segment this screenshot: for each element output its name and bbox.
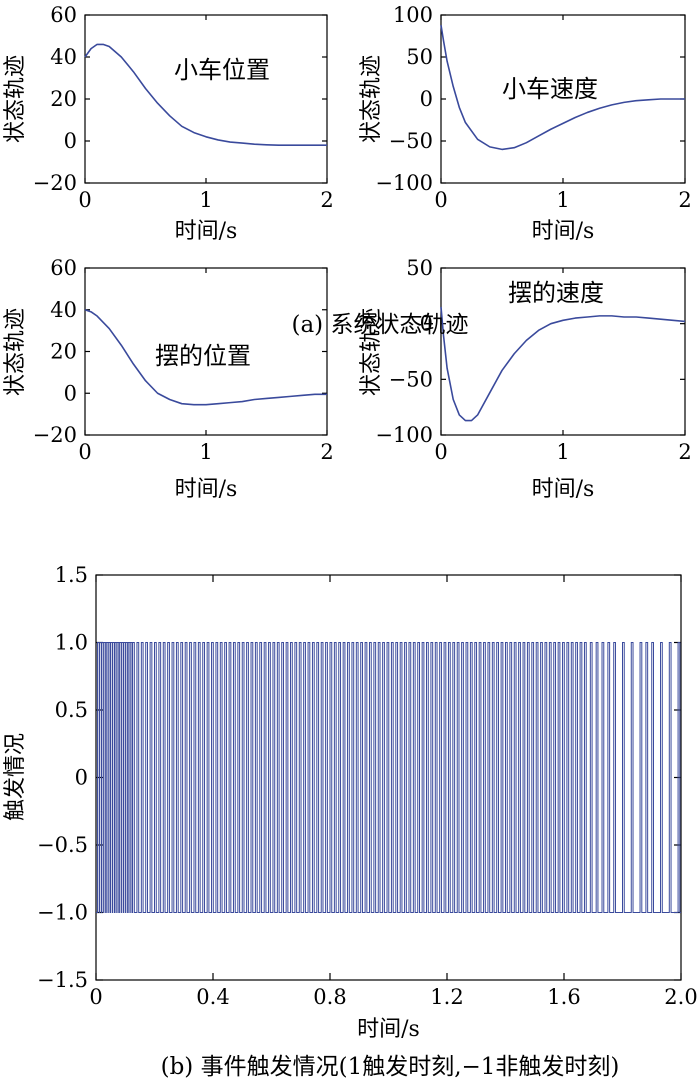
x-tick-label: 0 [434, 440, 447, 464]
x-tick-label: 2 [320, 440, 333, 464]
y-tick-label: −100 [375, 423, 433, 447]
x-tick-label: 0 [78, 440, 91, 464]
curve-annotation: 摆的位置 [155, 342, 251, 370]
x-tick-label: 0.8 [313, 985, 346, 1009]
y-axis-label: 触发情况 [3, 733, 28, 821]
caption-a: (a) 系统状态轨迹 [292, 312, 469, 338]
y-tick-label: 40 [50, 45, 77, 69]
y-tick-label: −1.0 [37, 901, 88, 925]
plot-frame [84, 14, 328, 184]
caption-b: (b) 事件触发情况(1触发时刻,−1非触发时刻) [161, 1054, 620, 1080]
x-axis-label: 时间/s [532, 219, 595, 244]
y-tick-label: 0 [75, 766, 88, 790]
y-tick-label: −0.5 [37, 833, 88, 857]
x-axis-label: 时间/s [175, 477, 238, 502]
y-tick-label: 0 [64, 381, 77, 405]
y-tick-label: −50 [389, 367, 433, 391]
y-axis-label: 状态轨迹 [359, 308, 384, 396]
x-tick-label: 2 [320, 188, 333, 212]
y-tick-label: 1.0 [55, 631, 88, 655]
y-tick-label: 60 [50, 256, 77, 280]
y-axis-label: 状态轨迹 [3, 308, 28, 396]
x-tick-label: 2.0 [664, 985, 697, 1009]
y-tick-label: 0.5 [55, 698, 88, 722]
trigger-square-wave [96, 642, 681, 913]
chart-2: 0 1 2 100 50 0 −50 −100 时间/s 状态轨迹 小车速度 [359, 3, 692, 244]
y-tick-label: 100 [393, 3, 433, 27]
curve-annotation: 小车位置 [174, 56, 270, 84]
chart-5: 0 0.4 0.8 1.2 1.6 2.0 1.5 1.0 0.5 0 −0.5 −1.0 −1.5 时间… [3, 563, 698, 1042]
y-tick-label: −100 [375, 171, 433, 195]
y-tick-label: −50 [389, 129, 433, 153]
x-tick-label: 2 [678, 188, 691, 212]
y-tick-label: 0 [420, 312, 433, 336]
series-line [84, 308, 327, 406]
x-tick-label: 1 [199, 188, 212, 212]
y-tick-label: 50 [406, 45, 433, 69]
y-axis-label: 状态轨迹 [359, 55, 384, 143]
x-axis-label: 时间/s [357, 1017, 420, 1042]
x-tick-label: 0 [78, 188, 91, 212]
x-tick-label: 2 [678, 440, 691, 464]
y-tick-label: −20 [33, 171, 77, 195]
y-tick-label: 60 [50, 3, 77, 27]
y-tick-label: 0 [420, 87, 433, 111]
x-tick-label: 1.6 [547, 985, 580, 1009]
x-tick-label: 0.4 [196, 985, 229, 1009]
y-tick-label: 40 [50, 298, 77, 322]
x-axis-label: 时间/s [175, 219, 238, 244]
chart-4: 0 1 2 50 0 −50 −100 时间/s 状态轨迹 摆的速度 [359, 256, 692, 502]
curve-annotation: 小车速度 [502, 75, 598, 103]
series-line [440, 306, 686, 422]
y-tick-label: 20 [50, 87, 77, 111]
x-tick-label: 0 [89, 985, 102, 1009]
y-tick-label: 20 [50, 340, 77, 364]
x-tick-label: 1 [556, 440, 569, 464]
y-tick-label: −1.5 [37, 968, 88, 992]
y-tick-label: 1.5 [55, 563, 88, 587]
y-axis-label: 状态轨迹 [3, 55, 28, 143]
series-line [440, 24, 685, 151]
y-tick-label: 0 [64, 129, 77, 153]
y-tick-label: −20 [33, 423, 77, 447]
x-tick-label: 1.2 [430, 985, 463, 1009]
x-tick-label: 1 [199, 440, 212, 464]
x-tick-label: 0 [434, 188, 447, 212]
x-tick-label: 1 [556, 188, 569, 212]
series-line [84, 43, 327, 146]
curve-annotation: 摆的速度 [508, 279, 604, 307]
x-axis-label: 时间/s [532, 477, 595, 502]
y-tick-label: 50 [406, 256, 433, 280]
